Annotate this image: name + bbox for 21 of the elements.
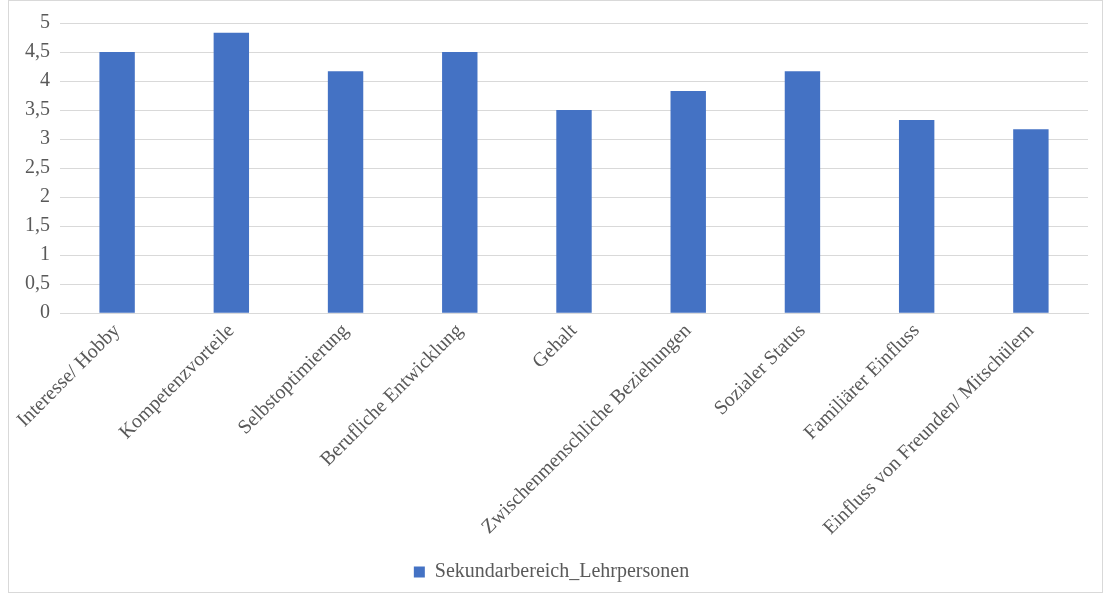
y-tick-label: 2 — [40, 184, 50, 207]
y-tick-label: 2,5 — [25, 155, 50, 178]
bar — [442, 52, 478, 313]
y-tick-label: 1 — [40, 242, 50, 265]
bar — [670, 90, 706, 313]
y-tick-label: 3 — [40, 126, 50, 149]
y-tick-label: 0,5 — [25, 271, 50, 294]
bar — [1013, 129, 1049, 313]
bar — [556, 110, 592, 313]
bar — [213, 32, 250, 313]
bar — [99, 52, 135, 313]
y-tick-label: 0 — [40, 300, 50, 323]
y-tick-label: 5 — [40, 10, 50, 33]
y-tick-label: 4 — [40, 68, 50, 91]
bar — [784, 71, 821, 313]
legend-label: Sekundarbereich_Lehrpersonen — [434, 559, 690, 583]
y-tick-label: 3,5 — [25, 97, 50, 120]
bar — [898, 119, 935, 313]
y-tick-label: 4,5 — [25, 39, 50, 62]
y-tick-label: 1,5 — [25, 213, 50, 236]
bar — [327, 71, 364, 313]
